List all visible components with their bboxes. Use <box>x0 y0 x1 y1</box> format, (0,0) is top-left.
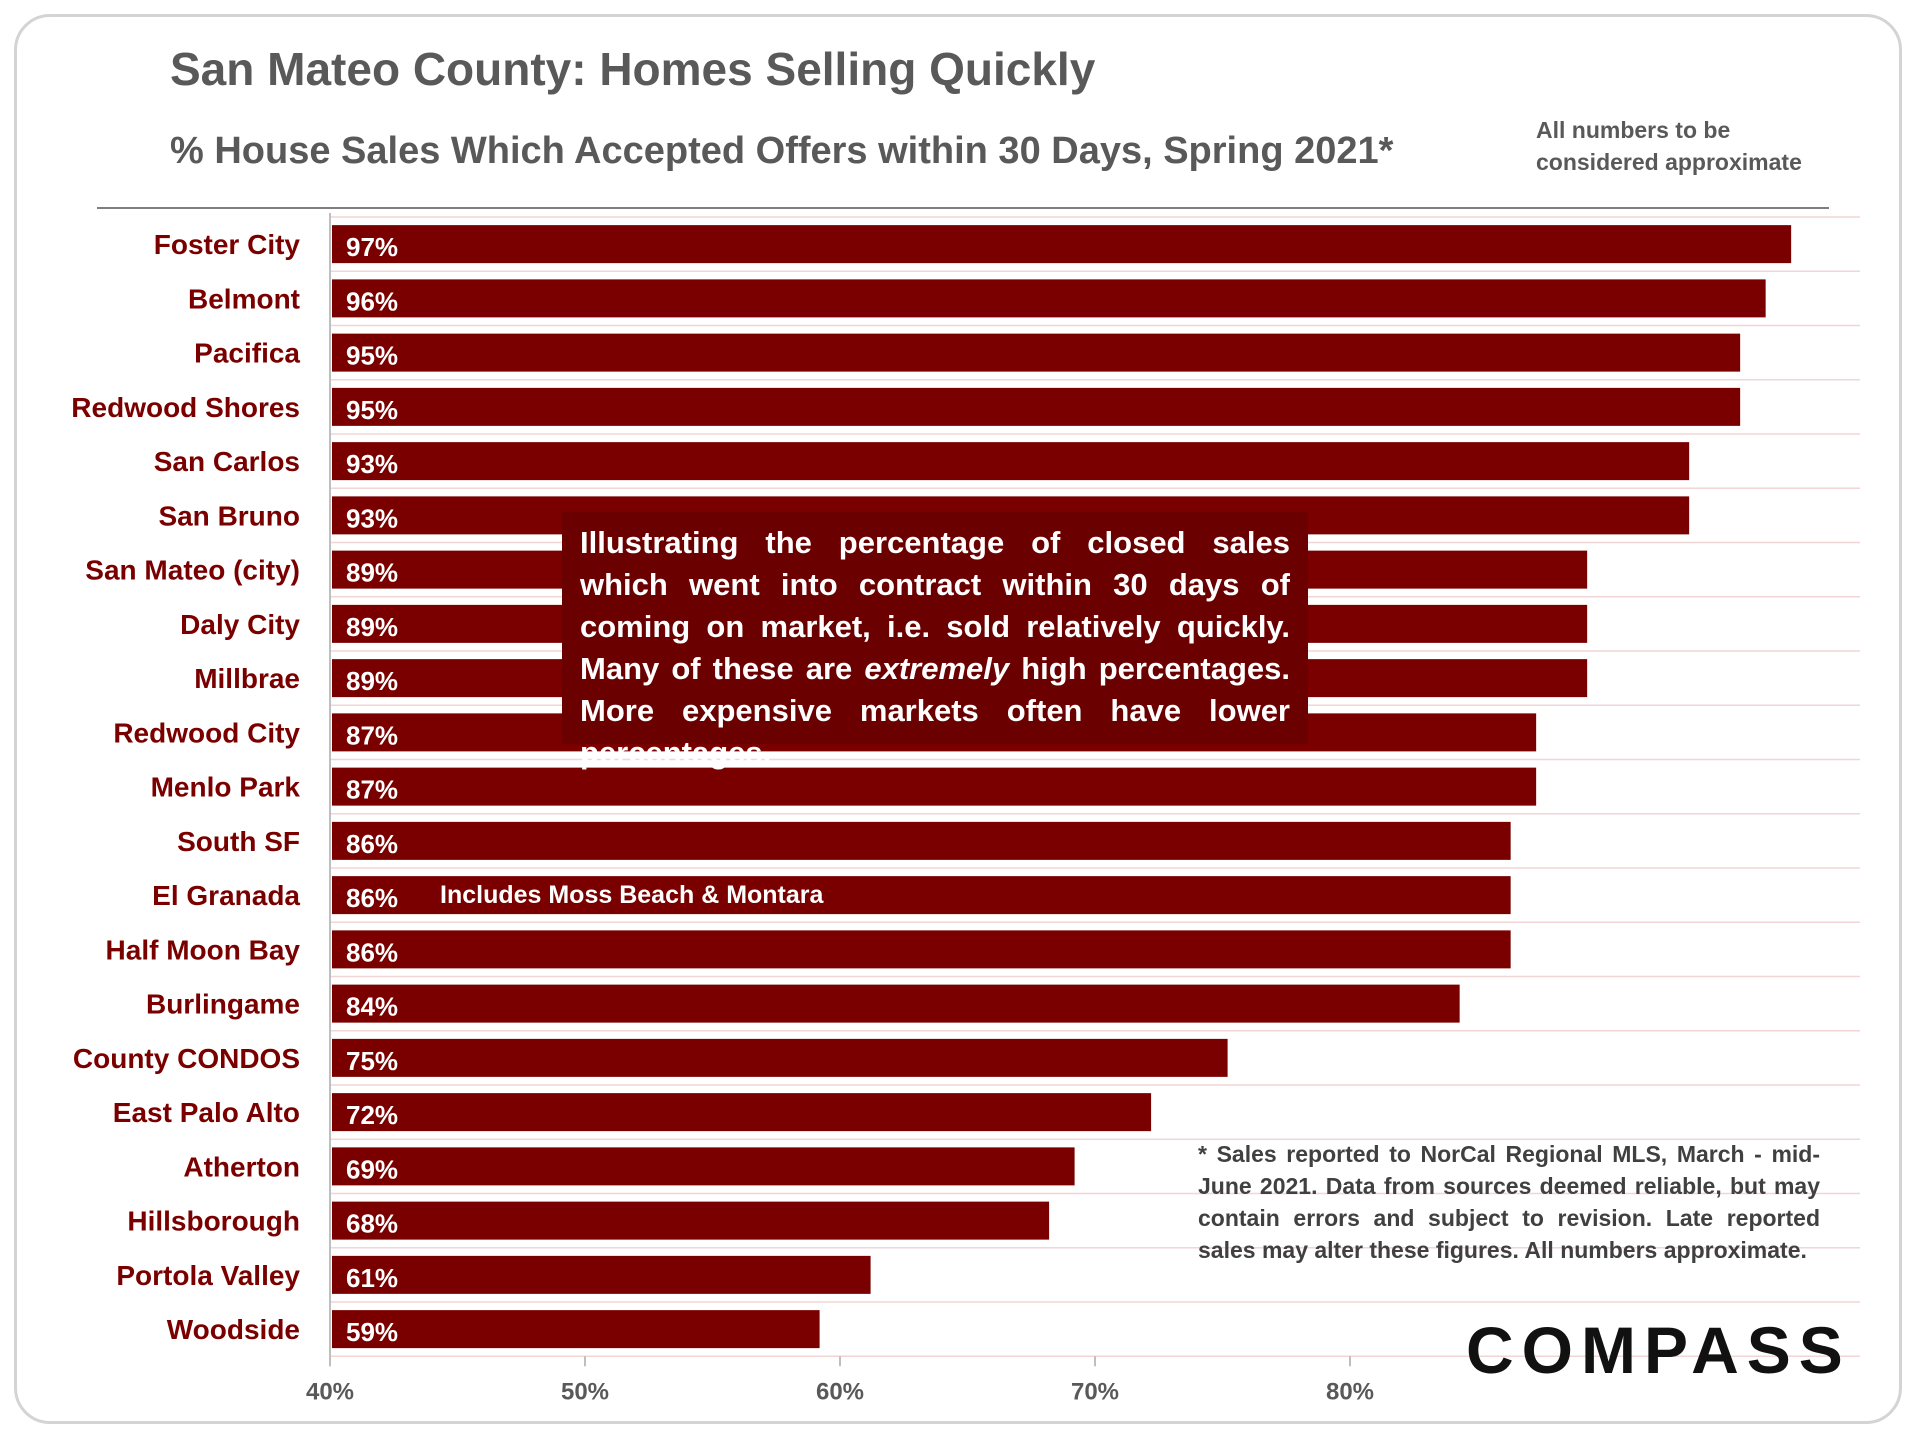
bar <box>332 1038 1228 1077</box>
data-label: 87% <box>346 775 398 805</box>
callout-text-start: Illustrating the percentage of closed sa… <box>580 525 1290 686</box>
category-label: Portola Valley <box>116 1260 300 1291</box>
source-footnote: * Sales reported to NorCal Regional MLS,… <box>1198 1141 1820 1263</box>
category-label: South SF <box>177 826 300 857</box>
category-label: Woodside <box>167 1314 300 1345</box>
chart-subtitle: % House Sales Which Accepted Offers with… <box>170 130 1394 172</box>
category-label: Millbrae <box>194 663 300 694</box>
bar <box>332 1201 1050 1240</box>
explanation-callout: Illustrating the percentage of closed sa… <box>562 512 1308 770</box>
x-tick-label: 60% <box>816 1378 864 1405</box>
compass-logo: COMPASS <box>1466 1313 1851 1387</box>
bar <box>332 225 1792 264</box>
x-tick-label: 50% <box>561 1378 609 1405</box>
bar <box>332 876 1511 915</box>
category-label: San Bruno <box>158 500 300 531</box>
category-label: Daly City <box>180 609 300 640</box>
category-label: East Palo Alto <box>113 1097 300 1128</box>
data-label: 89% <box>346 558 398 588</box>
x-tick-label: 80% <box>1326 1378 1374 1405</box>
category-label: Half Moon Bay <box>106 934 301 965</box>
data-label: 86% <box>346 883 398 913</box>
data-label: 97% <box>346 232 398 262</box>
data-label: 87% <box>346 720 398 750</box>
category-label: Redwood Shores <box>71 392 300 423</box>
data-label: 68% <box>346 1209 398 1239</box>
bar <box>332 279 1766 318</box>
data-label: 93% <box>346 449 398 479</box>
data-label: 59% <box>346 1317 398 1347</box>
data-label: 61% <box>346 1263 398 1293</box>
bar <box>332 1255 871 1294</box>
bar-annotation: Includes Moss Beach & Montara <box>440 881 825 909</box>
category-label: Belmont <box>188 283 300 314</box>
category-label: El Granada <box>152 880 300 911</box>
category-label: San Mateo (city) <box>85 555 300 586</box>
category-label: Menlo Park <box>151 772 301 803</box>
x-tick-label: 40% <box>306 1378 354 1405</box>
x-tick-label: 70% <box>1071 1378 1119 1405</box>
data-label: 69% <box>346 1154 398 1184</box>
category-label: County CONDOS <box>73 1043 300 1074</box>
bar <box>332 1147 1075 1186</box>
approximate-note: All numbers to be considered approximate <box>1536 117 1802 175</box>
data-label: 96% <box>346 286 398 316</box>
data-label: 95% <box>346 395 398 425</box>
callout-text-end: high percentages. More expensive markets… <box>580 651 1290 770</box>
data-label: 75% <box>346 1046 398 1076</box>
bar <box>332 333 1741 372</box>
data-label: 95% <box>346 341 398 371</box>
bar <box>332 821 1511 860</box>
data-label: 86% <box>346 937 398 967</box>
category-label: Hillsborough <box>127 1206 300 1237</box>
chart-title: San Mateo County: Homes Selling Quickly <box>170 43 1096 95</box>
bar <box>332 767 1537 806</box>
bar <box>332 1310 820 1349</box>
data-label: 93% <box>346 503 398 533</box>
category-label: Redwood City <box>113 717 300 748</box>
title-divider <box>97 207 1829 209</box>
bar <box>332 984 1460 1023</box>
category-label: Pacifica <box>194 338 300 369</box>
data-label: 89% <box>346 666 398 696</box>
callout-emphasis: extremely <box>864 651 1010 686</box>
data-label: 89% <box>346 612 398 642</box>
bar <box>332 387 1741 426</box>
bar <box>332 930 1511 969</box>
data-label: 84% <box>346 992 398 1022</box>
bar <box>332 1093 1152 1132</box>
category-label: Atherton <box>183 1151 300 1182</box>
data-label: 72% <box>346 1100 398 1130</box>
category-label: San Carlos <box>154 446 300 477</box>
category-label: Foster City <box>154 229 301 260</box>
data-label: 86% <box>346 829 398 859</box>
category-label: Burlingame <box>146 989 300 1020</box>
bar <box>332 442 1690 481</box>
